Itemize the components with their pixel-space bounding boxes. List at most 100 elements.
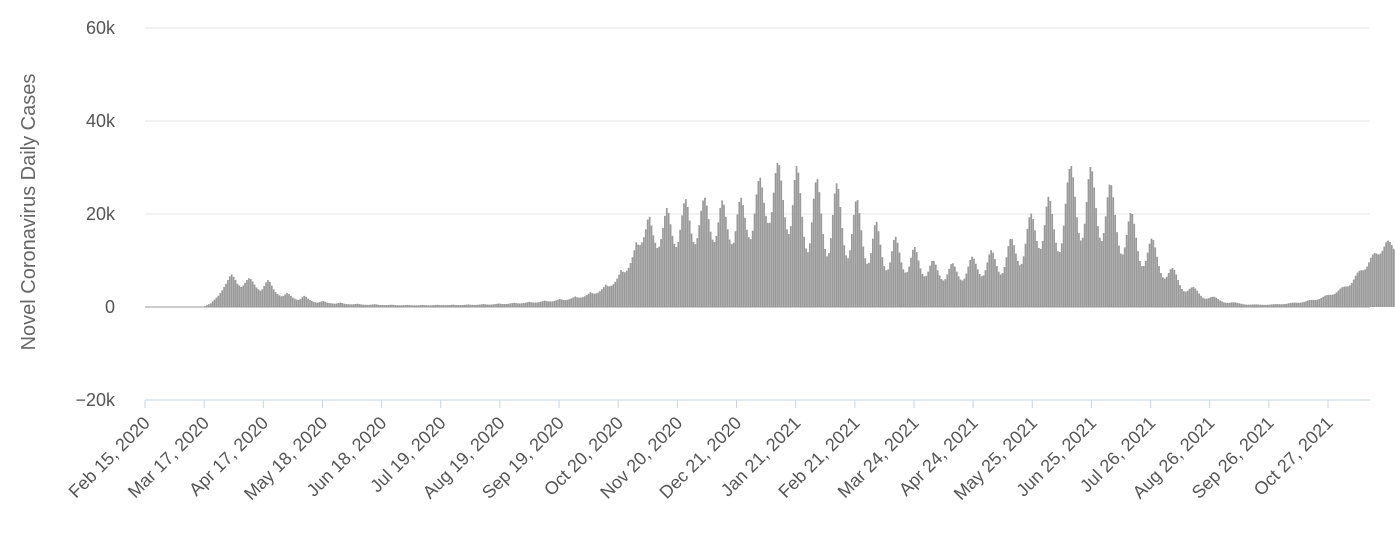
bar bbox=[768, 222, 771, 307]
bar bbox=[608, 286, 611, 307]
bar bbox=[356, 303, 359, 307]
bar bbox=[549, 301, 552, 307]
bar bbox=[942, 280, 945, 307]
bar bbox=[1095, 207, 1097, 307]
bar bbox=[440, 305, 443, 307]
bar bbox=[606, 285, 609, 307]
bar bbox=[1186, 290, 1189, 307]
bar bbox=[1137, 251, 1139, 307]
bar bbox=[1308, 300, 1311, 307]
bar bbox=[683, 203, 685, 307]
bar bbox=[778, 165, 781, 307]
bar bbox=[795, 166, 798, 307]
bar bbox=[1005, 257, 1008, 307]
bar bbox=[1196, 290, 1199, 307]
bar bbox=[830, 238, 832, 307]
bar bbox=[469, 304, 472, 307]
bar bbox=[402, 305, 405, 307]
bar bbox=[929, 265, 931, 307]
bar bbox=[730, 244, 733, 307]
bar bbox=[1160, 273, 1162, 307]
bar bbox=[251, 281, 254, 307]
bar bbox=[799, 193, 802, 307]
bar bbox=[1347, 286, 1349, 307]
bar bbox=[1291, 302, 1294, 307]
bar bbox=[1043, 225, 1046, 307]
bar bbox=[662, 227, 664, 307]
bar bbox=[576, 297, 578, 307]
bar bbox=[578, 297, 580, 307]
bar bbox=[526, 302, 529, 307]
bar bbox=[581, 297, 584, 307]
bar bbox=[341, 303, 344, 307]
bar bbox=[1188, 288, 1191, 307]
bar bbox=[1053, 229, 1055, 307]
bar bbox=[1266, 304, 1269, 307]
bar bbox=[1068, 168, 1071, 307]
bar bbox=[1368, 262, 1370, 307]
bar bbox=[555, 300, 557, 307]
bar bbox=[726, 229, 729, 307]
bar bbox=[690, 233, 693, 307]
bar bbox=[366, 304, 369, 307]
bar bbox=[351, 304, 353, 307]
bar bbox=[446, 305, 449, 307]
bar bbox=[969, 260, 972, 307]
bar bbox=[801, 216, 804, 307]
bar bbox=[915, 252, 918, 307]
bar bbox=[349, 304, 351, 307]
bar bbox=[394, 305, 397, 307]
bar bbox=[616, 278, 619, 307]
bar bbox=[228, 276, 231, 307]
bar bbox=[477, 304, 479, 307]
bar bbox=[620, 270, 622, 307]
bar bbox=[496, 303, 498, 307]
bar bbox=[715, 235, 718, 307]
bar bbox=[862, 246, 865, 307]
bar bbox=[665, 207, 668, 307]
bar bbox=[810, 222, 813, 307]
bar bbox=[1083, 223, 1086, 307]
bar bbox=[704, 197, 706, 307]
bar bbox=[261, 289, 264, 307]
bar bbox=[847, 258, 849, 307]
bar bbox=[631, 257, 634, 307]
bar bbox=[1213, 296, 1216, 307]
bar bbox=[1251, 304, 1254, 307]
bar bbox=[721, 200, 723, 307]
bar bbox=[788, 234, 790, 307]
bar bbox=[1392, 248, 1395, 308]
bar bbox=[845, 255, 847, 307]
bar bbox=[436, 304, 439, 307]
bar bbox=[419, 305, 422, 307]
bar bbox=[1331, 294, 1334, 307]
bar bbox=[1184, 291, 1187, 307]
bar bbox=[728, 239, 731, 307]
bar bbox=[1303, 301, 1305, 307]
bar bbox=[343, 303, 346, 307]
bar bbox=[1156, 256, 1159, 307]
bar bbox=[290, 295, 292, 307]
bar bbox=[1177, 280, 1179, 307]
bar bbox=[746, 229, 748, 307]
bar bbox=[761, 187, 764, 307]
bar bbox=[996, 266, 998, 307]
bar bbox=[282, 295, 285, 307]
bar bbox=[524, 302, 527, 307]
bar bbox=[1106, 197, 1109, 307]
bar bbox=[673, 243, 676, 307]
bar bbox=[1009, 239, 1012, 307]
bar bbox=[612, 284, 615, 307]
bar bbox=[1058, 252, 1061, 307]
bar bbox=[225, 283, 227, 307]
bar bbox=[1204, 298, 1206, 307]
bar bbox=[463, 304, 466, 307]
bar bbox=[246, 280, 248, 307]
bar bbox=[1219, 300, 1221, 307]
bar bbox=[751, 230, 754, 307]
bar bbox=[1385, 242, 1387, 307]
bar bbox=[954, 266, 956, 307]
bar bbox=[1339, 288, 1342, 307]
bar bbox=[1377, 254, 1380, 307]
bar bbox=[1146, 252, 1149, 307]
